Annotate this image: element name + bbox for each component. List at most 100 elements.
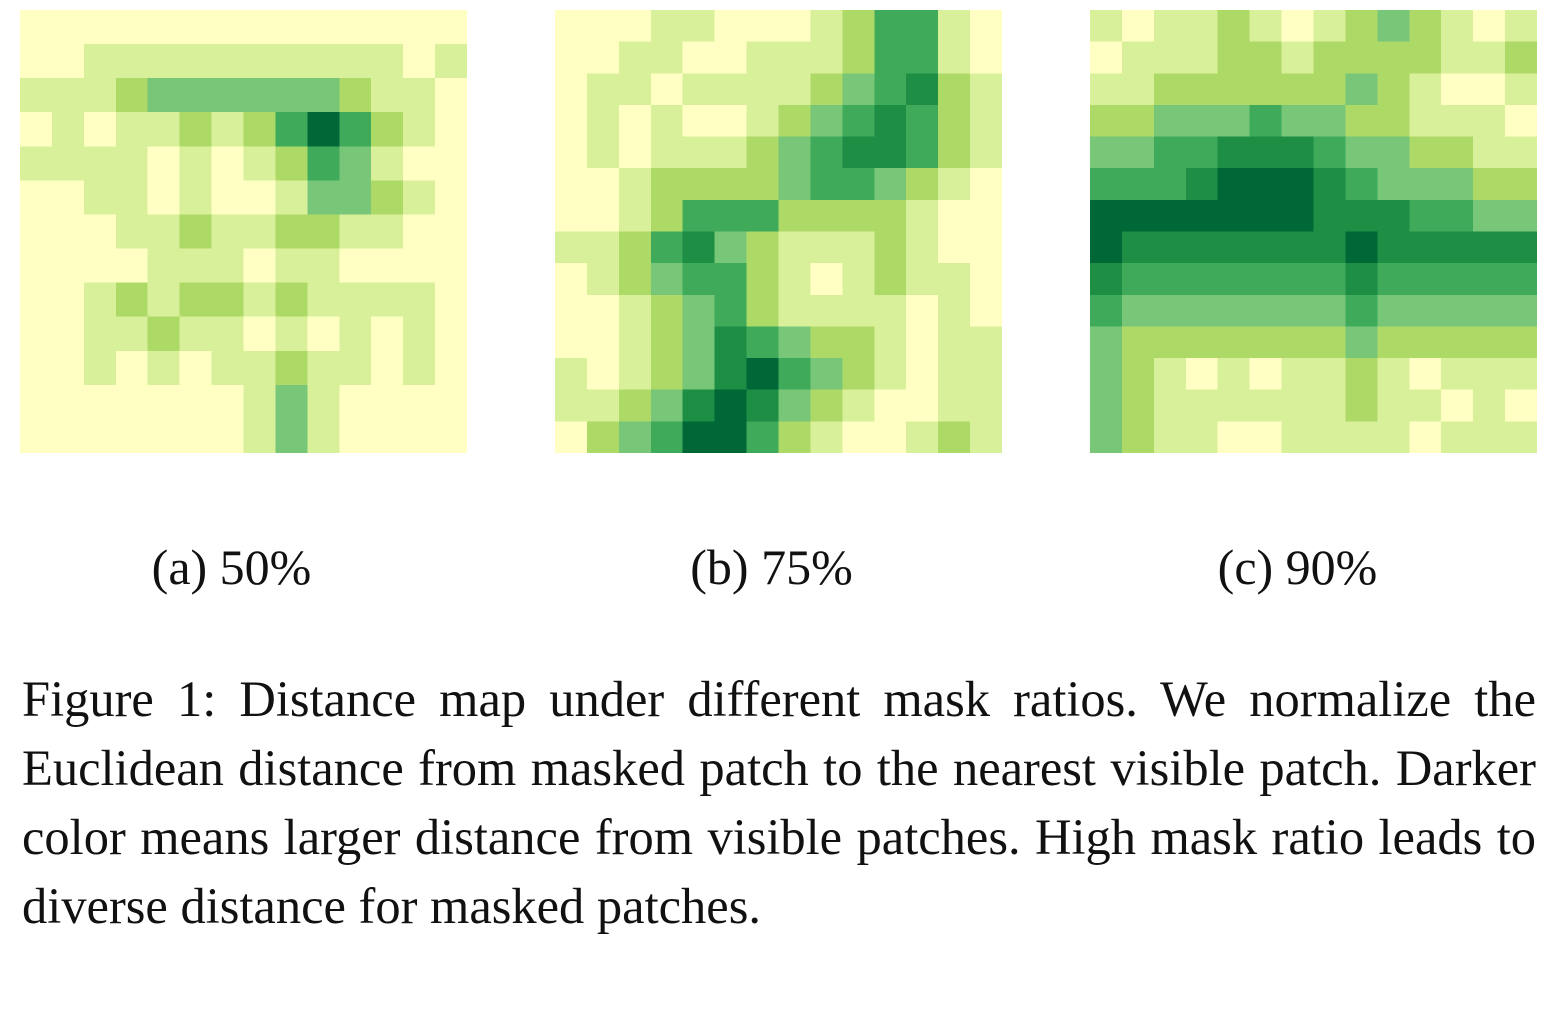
- heatmap-cell: [275, 418, 308, 453]
- heatmap-cell: [1441, 41, 1474, 74]
- heatmap-cell: [938, 168, 971, 201]
- heatmap-cell: [714, 73, 748, 106]
- heatmap-cell: [650, 263, 684, 296]
- heatmap-cell: [83, 418, 117, 453]
- heatmap-cell: [906, 389, 939, 422]
- heatmap-cell: [1313, 263, 1347, 296]
- heatmap-cell: [970, 199, 1002, 233]
- heatmap-cell: [842, 421, 875, 453]
- heatmap-cell: [618, 199, 652, 233]
- heatmap-cell: [938, 136, 971, 169]
- heatmap-cell: [115, 180, 149, 216]
- heatmap-cell: [874, 104, 907, 138]
- heatmap-cell: [1313, 358, 1347, 391]
- heatmap-cell: [1505, 326, 1537, 359]
- heatmap-cell: [1121, 231, 1155, 264]
- heatmap-cell: [243, 44, 277, 79]
- heatmap-cell: [1153, 358, 1187, 391]
- heatmap-cell: [339, 316, 372, 352]
- heatmap-cell: [842, 41, 875, 74]
- heatmap-cell: [970, 263, 1002, 296]
- heatmap-cell: [650, 73, 684, 106]
- heatmap-cell: [1473, 326, 1506, 359]
- heatmap-cell: [586, 168, 620, 201]
- heatmap-cell: [1505, 168, 1537, 201]
- heatmap-cell: [746, 263, 780, 296]
- heatmap-cell: [1281, 73, 1315, 106]
- subcaption-b: (b) 75%: [690, 539, 853, 595]
- heatmap-cell: [1345, 136, 1378, 169]
- heatmap-cell: [778, 10, 812, 43]
- heatmap-cell: [1505, 199, 1537, 233]
- heatmap-cell: [1409, 358, 1442, 391]
- heatmap-cell: [778, 263, 812, 296]
- heatmap-cell: [115, 316, 149, 352]
- heatmap-cell: [682, 10, 716, 43]
- heatmap-cell: [778, 73, 812, 106]
- heatmap-cell: [682, 358, 716, 391]
- heatmap-cell: [211, 248, 245, 284]
- heatmap-cell: [618, 326, 652, 359]
- heatmap-cell: [179, 78, 213, 113]
- heatmap-cell: [403, 112, 436, 147]
- heatmap-cell: [1441, 231, 1474, 264]
- heatmap-cell: [906, 263, 939, 296]
- heatmap-cell: [1281, 231, 1315, 264]
- heatmap-cell: [179, 350, 213, 386]
- heatmap-cell: [20, 214, 53, 250]
- heatmap-cell: [1473, 231, 1506, 264]
- heatmap-cell: [371, 248, 404, 284]
- heatmap-cell: [1249, 168, 1283, 201]
- heatmap-cell: [778, 41, 812, 74]
- heatmap-cell: [842, 199, 875, 233]
- heatmap-cell: [83, 10, 117, 45]
- heatmap-cell: [970, 41, 1002, 74]
- heatmap-cell: [714, 104, 748, 138]
- heatmap-cell: [906, 73, 939, 106]
- heatmap-cell: [682, 263, 716, 296]
- heatmap-cell: [586, 326, 620, 359]
- heatmap-cell: [20, 180, 53, 216]
- heatmap-cell: [243, 316, 277, 352]
- heatmap-cell: [307, 248, 340, 284]
- heatmap-cell: [555, 294, 588, 328]
- heatmap-cell: [339, 112, 372, 147]
- heatmap-cell: [970, 231, 1002, 264]
- heatmap-cell: [83, 44, 117, 79]
- heatmap-cell: [842, 73, 875, 106]
- heatmap-cell: [555, 73, 588, 106]
- heatmap-cell: [938, 421, 971, 453]
- heatmap-cell: [1345, 10, 1378, 43]
- heatmap-cell: [179, 316, 213, 352]
- heatmap-cell: [1121, 389, 1155, 422]
- heatmap-cell: [682, 199, 716, 233]
- heatmap-cell: [682, 231, 716, 264]
- heatmap-cell: [1377, 231, 1410, 264]
- heatmap-cell: [115, 384, 149, 420]
- heatmap-cell: [1249, 231, 1283, 264]
- heatmap-cell: [906, 41, 939, 74]
- heatmap-cell: [1377, 199, 1410, 233]
- heatmap-cell: [746, 231, 780, 264]
- heatmap-cell: [1121, 326, 1155, 359]
- heatmap-cell: [1377, 168, 1410, 201]
- heatmap-cell: [1473, 358, 1506, 391]
- heatmap-cell: [147, 78, 181, 113]
- heatmap-cell: [51, 78, 85, 113]
- heatmap-cell: [938, 263, 971, 296]
- heatmap-cell: [1281, 389, 1315, 422]
- heatmap-cell: [1121, 73, 1155, 106]
- heatmap-cell: [1441, 294, 1474, 328]
- heatmap-cell: [1313, 41, 1347, 74]
- heatmap-cell: [83, 214, 117, 250]
- heatmap-cell: [618, 168, 652, 201]
- heatmap-cell: [746, 326, 780, 359]
- heatmap-cell: [1217, 73, 1251, 106]
- heatmap-cell: [586, 231, 620, 264]
- heatmap-cell: [1409, 136, 1442, 169]
- heatmap-cell: [1345, 104, 1378, 138]
- heatmap-cell: [1473, 41, 1506, 74]
- heatmap-cell: [970, 389, 1002, 422]
- heatmap-cell: [1409, 421, 1442, 453]
- heatmap-cell: [1473, 73, 1506, 106]
